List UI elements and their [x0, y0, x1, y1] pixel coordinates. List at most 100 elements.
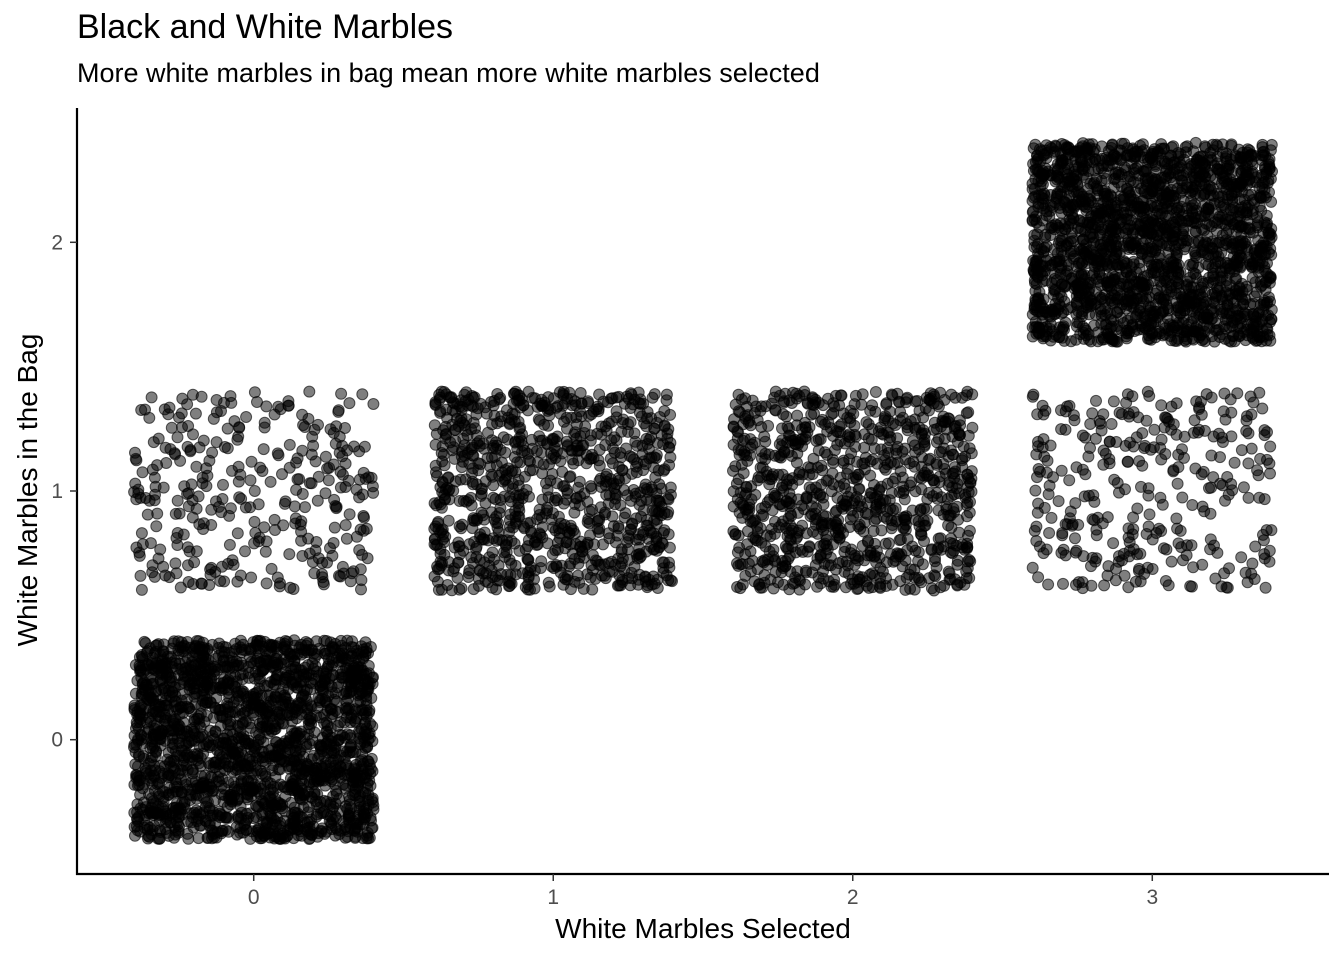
data-point	[961, 541, 974, 554]
data-point	[553, 532, 566, 545]
data-point	[860, 416, 873, 429]
data-point	[731, 557, 743, 570]
data-point	[343, 397, 356, 410]
data-point	[825, 580, 838, 593]
data-point	[455, 582, 468, 595]
data-point	[1240, 425, 1253, 437]
data-point	[276, 468, 288, 481]
data-point	[1057, 577, 1069, 590]
data-point	[487, 532, 500, 545]
data-point	[489, 570, 502, 583]
data-point	[914, 503, 927, 516]
data-point	[1030, 520, 1043, 533]
data-point	[204, 724, 217, 737]
data-point	[543, 580, 556, 593]
data-point	[812, 444, 825, 457]
data-point	[1165, 400, 1178, 413]
point-group	[727, 385, 979, 597]
data-point	[197, 656, 210, 669]
data-point	[1237, 481, 1250, 494]
data-point	[1252, 469, 1265, 482]
data-point	[157, 560, 170, 573]
data-point	[529, 392, 541, 405]
data-point	[274, 778, 287, 791]
data-point	[173, 507, 186, 520]
data-point	[783, 429, 795, 442]
data-point	[139, 492, 152, 504]
data-point	[448, 424, 461, 437]
data-point	[152, 432, 165, 445]
data-point	[845, 447, 858, 460]
data-point	[1258, 429, 1271, 442]
data-point	[145, 391, 158, 404]
data-point	[232, 430, 245, 443]
data-point	[558, 397, 571, 409]
data-point	[582, 397, 595, 409]
data-point	[645, 526, 658, 539]
data-point	[356, 388, 369, 401]
data-point	[134, 569, 147, 582]
data-point	[494, 501, 507, 514]
data-point	[295, 774, 308, 787]
data-point	[1155, 525, 1168, 537]
data-point	[1203, 482, 1215, 495]
data-point	[962, 486, 975, 499]
data-point	[329, 759, 342, 772]
data-point	[1097, 458, 1110, 471]
data-point	[546, 548, 559, 560]
data-point	[850, 491, 863, 503]
data-point	[174, 581, 187, 594]
data-point	[825, 485, 838, 498]
data-point	[1148, 423, 1161, 436]
data-point	[1245, 408, 1258, 421]
data-point	[841, 462, 854, 475]
data-point	[254, 461, 267, 474]
data-point	[937, 410, 950, 423]
data-point	[478, 556, 491, 569]
data-point	[296, 550, 309, 562]
data-point	[630, 460, 643, 473]
data-point	[176, 688, 189, 700]
data-point	[1264, 467, 1276, 480]
data-point	[161, 753, 174, 766]
data-point	[244, 721, 257, 734]
data-point	[218, 782, 230, 795]
data-point	[944, 509, 957, 522]
data-point	[174, 454, 187, 467]
data-point	[549, 491, 562, 504]
data-point	[894, 575, 907, 588]
data-point	[829, 563, 842, 576]
data-point	[343, 508, 356, 521]
data-point	[141, 659, 154, 672]
data-point	[504, 495, 517, 508]
data-point	[348, 674, 361, 687]
data-point	[182, 832, 195, 845]
data-point	[200, 693, 213, 706]
data-point	[1107, 537, 1120, 550]
data-point	[190, 545, 203, 558]
data-point	[661, 508, 674, 521]
data-point	[470, 540, 483, 553]
data-point	[942, 519, 955, 532]
data-point	[248, 386, 261, 399]
data-point	[569, 399, 582, 412]
data-point	[146, 707, 159, 720]
data-point	[610, 405, 623, 418]
data-point	[332, 404, 345, 417]
data-point	[142, 723, 155, 736]
data-point	[340, 532, 353, 545]
data-point	[1209, 572, 1222, 585]
data-point	[195, 390, 208, 403]
data-point	[162, 771, 175, 784]
data-point	[563, 386, 576, 399]
data-point	[915, 483, 928, 496]
data-point	[574, 430, 587, 443]
data-point	[486, 418, 499, 431]
data-point	[366, 821, 379, 834]
data-point	[1086, 407, 1099, 420]
data-point	[624, 416, 637, 429]
data-point	[891, 547, 904, 560]
data-point	[171, 785, 184, 798]
data-point	[518, 522, 531, 535]
